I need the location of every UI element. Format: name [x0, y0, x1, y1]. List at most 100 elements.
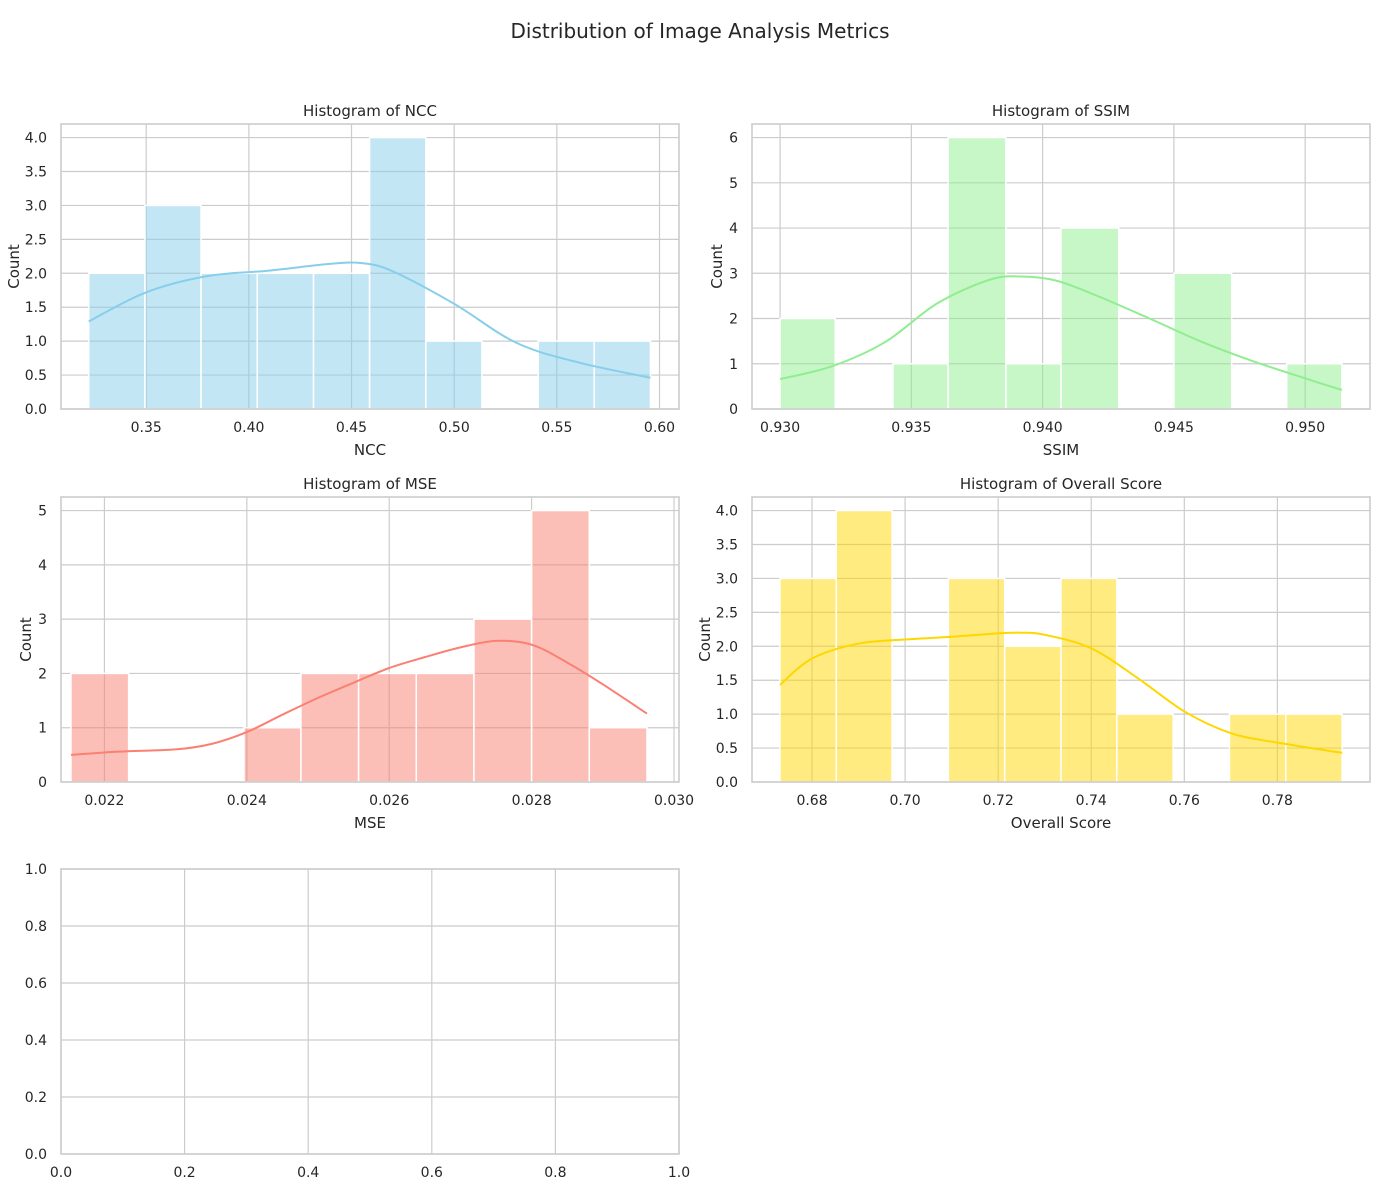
- histogram-bar: [87, 272, 146, 410]
- histogram-bar: [200, 272, 259, 410]
- y-axis-label: Count: [708, 244, 726, 289]
- histogram-bar: [588, 726, 648, 783]
- x-tick-label: 0.40: [233, 420, 264, 436]
- histogram-bar: [530, 509, 591, 783]
- y-tick-label: 1.5: [25, 300, 47, 316]
- histogram-bar: [779, 577, 837, 783]
- x-tick-label: 0.50: [439, 420, 470, 436]
- x-axis-label: MSE: [354, 814, 386, 832]
- histogram-bar: [537, 340, 595, 410]
- y-tick-label: 0: [38, 775, 47, 791]
- x-tick-label: 0.4: [297, 1165, 319, 1181]
- axes-frame: [751, 123, 1371, 410]
- y-tick-label: 0.4: [25, 1033, 47, 1049]
- x-tick-label: 0.935: [891, 420, 931, 436]
- x-tick-label: 0.6: [421, 1165, 443, 1181]
- y-tick-label: 2.0: [716, 639, 738, 655]
- x-tick-label: 0.940: [1023, 420, 1063, 436]
- y-tick-label: 3.5: [25, 165, 47, 181]
- y-tick-label: 0.6: [25, 976, 47, 992]
- histogram-bar: [300, 672, 360, 783]
- subplot-title: Histogram of SSIM: [992, 102, 1130, 120]
- y-axis-label: Count: [17, 617, 35, 662]
- y-tick-label: 0.8: [25, 919, 47, 935]
- y-tick-label: 1.0: [25, 334, 47, 350]
- x-axis-label: NCC: [354, 441, 386, 459]
- y-tick-label: 1: [38, 721, 47, 737]
- y-tick-label: 0.5: [716, 741, 738, 757]
- histogram-bar: [947, 136, 1007, 410]
- figure-title: Distribution of Image Analysis Metrics: [510, 19, 890, 43]
- x-tick-label: 0.0: [50, 1165, 72, 1181]
- histogram-bar: [415, 672, 475, 783]
- histogram-bar: [425, 340, 483, 410]
- x-tick-label: 0.950: [1285, 420, 1325, 436]
- y-tick-label: 1: [729, 357, 738, 373]
- kde-curve: [779, 631, 1343, 754]
- x-tick-label: 0.35: [131, 420, 162, 436]
- axes-frame: [60, 496, 680, 783]
- y-tick-label: 0: [729, 402, 738, 418]
- y-tick-label: 2.0: [25, 266, 47, 282]
- x-tick-label: 1.0: [668, 1165, 690, 1181]
- y-tick-label: 2.5: [25, 232, 47, 248]
- kde-curve: [70, 639, 648, 756]
- y-tick-label: 3: [729, 266, 738, 282]
- x-tick-label: 0.72: [983, 793, 1014, 809]
- kde-curve: [779, 275, 1343, 391]
- histogram-bar: [357, 672, 418, 783]
- subplot-title: Histogram of MSE: [303, 475, 437, 493]
- x-tick-label: 0.930: [760, 420, 800, 436]
- histogram-bar: [892, 363, 949, 410]
- x-tick-label: 0.2: [173, 1165, 195, 1181]
- y-tick-label: 3: [38, 612, 47, 628]
- x-tick-label: 0.55: [541, 420, 572, 436]
- x-tick-label: 0.70: [890, 793, 921, 809]
- histogram-bar: [1060, 227, 1120, 410]
- x-tick-label: 0.74: [1076, 793, 1107, 809]
- ssim-subplot: 0.930 0.935 0.940 0.945 0.950 0 1 2 3 4 5 6 Histogra…: [708, 102, 1371, 459]
- histogram-bar: [1060, 577, 1118, 783]
- mse-subplot: 0.022 0.024 0.026 0.028 0.030 0 1 2 3 4 5 Histogram…: [17, 475, 694, 832]
- x-tick-label: 0.60: [644, 420, 675, 436]
- x-axis-label: Overall Score: [1011, 814, 1111, 832]
- y-tick-label: 4.0: [716, 504, 738, 520]
- histogram-bar: [1003, 645, 1062, 783]
- x-tick-label: 0.024: [227, 793, 267, 809]
- y-tick-label: 5: [38, 504, 47, 520]
- x-tick-label: 0.68: [796, 793, 827, 809]
- overall-score-subplot: 0.68 0.70 0.72 0.74 0.76 0.78 0.0 0.5 1.0 1.5 2.0 2…: [696, 475, 1371, 832]
- subplot-title: Histogram of NCC: [303, 102, 437, 120]
- y-tick-label: 2: [729, 312, 738, 328]
- y-tick-label: 0.5: [25, 368, 47, 384]
- y-tick-label: 4: [729, 221, 738, 237]
- histogram-bar: [312, 272, 371, 410]
- y-tick-label: 2: [38, 666, 47, 682]
- y-tick-label: 0.2: [25, 1090, 47, 1106]
- ncc-subplot: 0.35 0.40 0.45 0.50 0.55 0.60 0.0 0.5 1.0 1.5 2.0 2…: [5, 102, 680, 459]
- y-tick-label: 4: [38, 558, 47, 574]
- x-tick-label: 0.76: [1169, 793, 1200, 809]
- y-tick-label: 3.5: [716, 538, 738, 554]
- y-tick-label: 5: [729, 176, 738, 192]
- x-tick-label: 0.45: [336, 420, 367, 436]
- histogram-bar: [256, 272, 315, 410]
- x-tick-label: 0.8: [544, 1165, 566, 1181]
- y-axis-label: Count: [5, 244, 23, 289]
- subplot-title: Histogram of Overall Score: [960, 475, 1162, 493]
- x-tick-label: 0.022: [84, 793, 124, 809]
- axes-frame: [60, 868, 680, 1155]
- axes-frame: [751, 496, 1371, 783]
- y-tick-label: 3.0: [716, 571, 738, 587]
- y-tick-label: 0.0: [25, 1147, 47, 1163]
- y-tick-label: 3.0: [25, 198, 47, 214]
- histogram-bar: [144, 204, 202, 410]
- histogram-bar: [243, 726, 302, 783]
- histogram-bar: [947, 577, 1006, 783]
- histogram-bar: [473, 618, 533, 783]
- y-tick-label: 0.0: [716, 775, 738, 791]
- y-tick-label: 1.5: [716, 673, 738, 689]
- x-tick-label: 0.026: [369, 793, 409, 809]
- y-tick-label: 4.0: [25, 131, 47, 147]
